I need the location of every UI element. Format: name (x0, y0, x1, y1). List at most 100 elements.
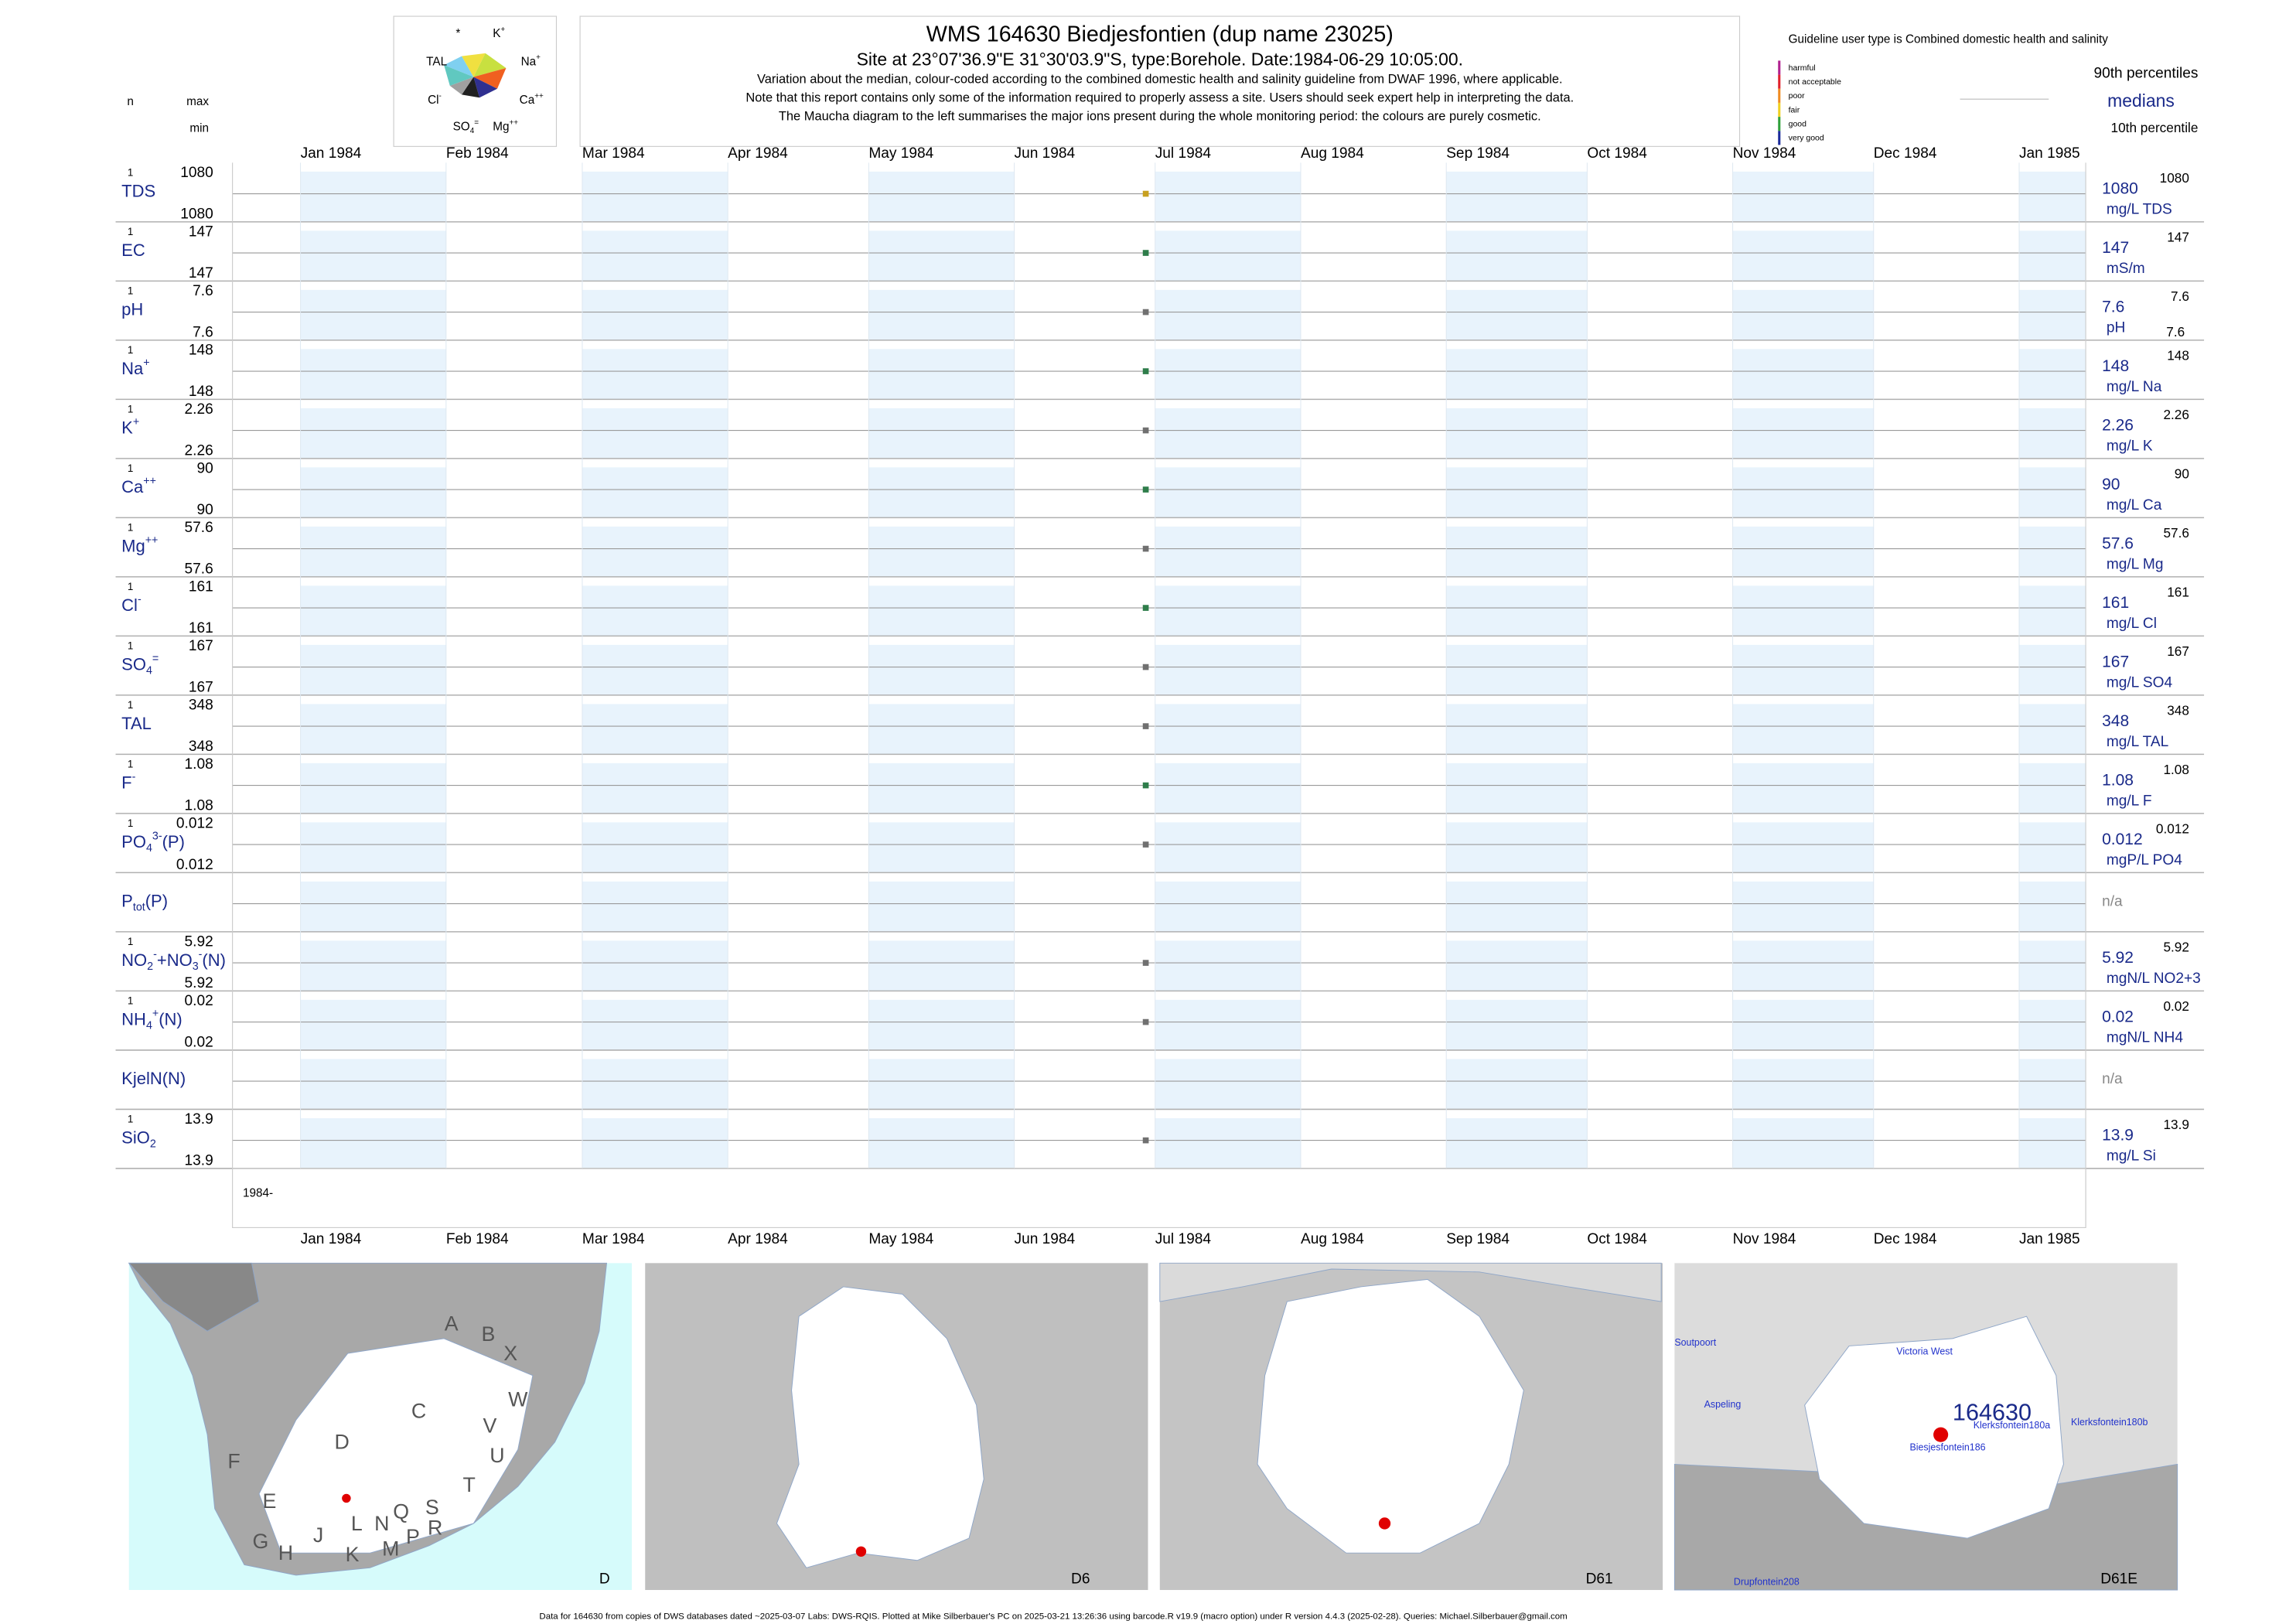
guideline-swatch (1778, 60, 1781, 75)
min-value: 13.9 (185, 1152, 213, 1169)
min-value: 348 (189, 739, 213, 755)
row-label: Na+ (121, 357, 149, 378)
max-value: 348 (189, 697, 213, 713)
axis-start: 1984- (243, 1186, 273, 1199)
month-band (2019, 289, 2086, 340)
month-band (1446, 467, 1588, 518)
month-band (2019, 822, 2086, 873)
month-band (1446, 881, 1588, 932)
month-band (582, 763, 728, 814)
x-tick-label: Aug 1984 (1301, 1231, 1364, 1247)
region-letter: K (346, 1543, 360, 1566)
label-part: KjelN(N) (121, 1069, 186, 1088)
label-part: (N) (159, 1009, 183, 1029)
label-part: SO (121, 654, 146, 674)
month-band (2019, 171, 2086, 222)
label-part: - (153, 948, 157, 960)
x-tick-label: Jun 1984 (1015, 145, 1076, 162)
month-band (1446, 1117, 1588, 1169)
status: n/a (2102, 1071, 2123, 1087)
region-letter: G (253, 1530, 269, 1553)
month-band (300, 526, 446, 577)
region-letter: L (351, 1512, 363, 1535)
p90-value: 161 (2167, 584, 2189, 599)
region-letter: H (278, 1541, 293, 1564)
month-band (1155, 704, 1301, 755)
x-tick-label: Aug 1984 (1301, 145, 1364, 162)
maucha-label: Mg++ (493, 118, 518, 134)
unit: mg/L TDS (2107, 202, 2172, 218)
label-part: PO (121, 832, 146, 851)
map-panel: D (128, 1262, 633, 1591)
median-value: 13.9 (2102, 1126, 2134, 1144)
label-part: K (121, 418, 133, 437)
label-part: Na (521, 55, 537, 68)
unit: mg/L Si (2107, 1148, 2156, 1165)
month-band (1155, 526, 1301, 577)
month-band (868, 467, 1015, 518)
month-band (868, 822, 1015, 873)
label-part: P (121, 891, 133, 910)
unit: mgP/L PO4 (2107, 852, 2182, 868)
footer: Data for 164630 from copies of DWS datab… (539, 1612, 1567, 1621)
month-band (582, 1117, 728, 1169)
map-region (776, 1286, 984, 1568)
n-count: 1 (128, 344, 133, 356)
month-band (868, 704, 1015, 755)
month-band (1446, 526, 1588, 577)
label-part: = (474, 118, 479, 127)
month-band (300, 704, 446, 755)
month-band (300, 585, 446, 636)
month-band (2019, 704, 2086, 755)
month-band (1155, 881, 1301, 932)
row-label: K+ (121, 416, 139, 438)
label-part: NH (121, 1009, 146, 1029)
label-part: 2 (150, 1138, 156, 1150)
month-band (1446, 999, 1588, 1050)
region-letter: B (482, 1322, 496, 1346)
max-value: 147 (189, 223, 213, 240)
map-region (128, 1262, 260, 1332)
min-value: 57.6 (185, 561, 213, 577)
median-legend: medians (2107, 90, 2175, 111)
min-value: 0.02 (185, 1034, 213, 1050)
row-label: F- (121, 771, 135, 793)
label-part: - (132, 771, 136, 783)
month-band (1732, 526, 1874, 577)
month-band (868, 644, 1015, 695)
maucha-segment (473, 67, 507, 89)
month-band (868, 289, 1015, 340)
min-value: 148 (189, 384, 213, 400)
month-band (1155, 940, 1301, 991)
sample-point (1142, 1137, 1149, 1144)
sample-point (1142, 309, 1149, 316)
guideline-class: very good (1789, 134, 1824, 143)
label-part: Mg (121, 536, 145, 555)
min-value: 1080 (180, 206, 213, 222)
month-band (2019, 881, 2086, 932)
month-band (868, 526, 1015, 577)
n-count: 1 (128, 817, 133, 829)
maucha-segment (444, 65, 474, 86)
map-label: D61E (2100, 1571, 2137, 1588)
unit: mg/L Mg (2107, 557, 2164, 573)
min-value: 167 (189, 679, 213, 695)
month-band (1446, 230, 1588, 281)
median-value: 0.02 (2102, 1008, 2134, 1025)
maucha-label: Na+ (521, 53, 541, 69)
n-count: 1 (128, 285, 133, 296)
guideline-class: harmful (1789, 63, 1816, 73)
month-band (868, 1059, 1015, 1110)
month-band (1732, 408, 1874, 459)
p90-value: 1080 (2160, 170, 2189, 186)
row-label: NO2-+NO3-(N) (121, 948, 226, 972)
min-value: 7.6 (193, 324, 213, 340)
p90-value: 7.6 (2171, 288, 2189, 304)
guideline-swatch (1778, 74, 1781, 89)
region-letter: E (263, 1489, 277, 1513)
sample-point (1142, 960, 1149, 966)
min-value: 147 (189, 265, 213, 281)
maucha-segment (462, 53, 486, 77)
sample-point (1142, 427, 1149, 434)
region-letter: R (428, 1517, 442, 1540)
